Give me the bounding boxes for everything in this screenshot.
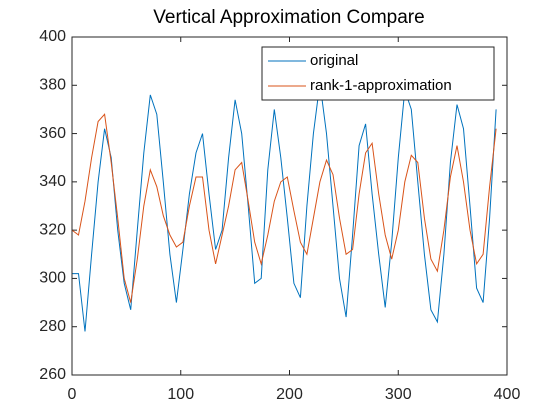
chart-title: Vertical Approximation Compare [153, 7, 424, 28]
series-line [71, 113, 497, 303]
legend-label: rank-1-approximation [310, 77, 452, 94]
x-tick-label: 100 [167, 386, 194, 403]
x-tick-label: 300 [385, 386, 412, 403]
legend-label: original [310, 52, 358, 69]
axes-box [71, 36, 508, 376]
y-tick-label: 320 [39, 221, 66, 238]
x-tick-label: 400 [494, 386, 521, 403]
x-tick-label: 200 [276, 386, 303, 403]
y-tick-label: 380 [39, 77, 66, 94]
y-tick-label: 340 [39, 173, 66, 190]
y-tick-label: 260 [39, 366, 66, 383]
y-tick-label: 360 [39, 125, 66, 142]
legend-box [261, 46, 495, 101]
y-tick-label: 300 [39, 270, 66, 287]
series-line [72, 82, 497, 332]
y-tick-label: 280 [39, 318, 66, 335]
x-tick-label: 0 [68, 386, 77, 403]
y-tick-label: 400 [39, 28, 66, 45]
